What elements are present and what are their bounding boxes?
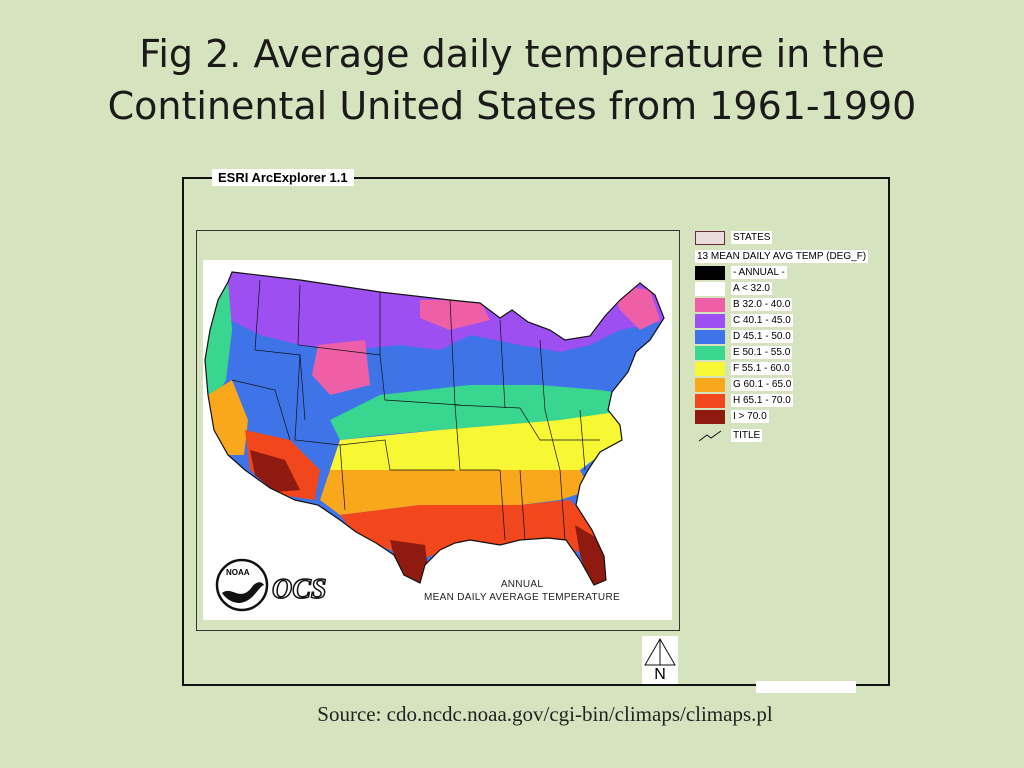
legend-row-states[interactable]: STATES bbox=[695, 230, 895, 245]
legend-swatch bbox=[695, 330, 725, 344]
legend-class-label: I > 70.0 bbox=[731, 410, 769, 423]
legend-row-class: C 40.1 - 45.0 bbox=[695, 313, 895, 328]
legend-class-label: B 32.0 - 40.0 bbox=[731, 298, 793, 311]
map-view-border bbox=[196, 230, 680, 631]
legend-row-annual: - ANNUAL - bbox=[695, 265, 895, 280]
temperature-bands bbox=[205, 272, 664, 585]
scale-bar bbox=[756, 681, 856, 693]
noaa-logo bbox=[215, 558, 269, 612]
title-line-icon bbox=[698, 430, 722, 442]
legend-class-label: C 40.1 - 45.0 bbox=[731, 314, 793, 327]
frame-label: ESRI ArcExplorer 1.1 bbox=[212, 169, 354, 186]
ocs-logo: OCS bbox=[271, 573, 327, 606]
map-caption-line1: ANNUAL bbox=[500, 579, 544, 590]
north-label: N bbox=[654, 666, 666, 683]
legend-class-label: A < 32.0 bbox=[731, 282, 772, 295]
legend-label-annual: - ANNUAL - bbox=[731, 266, 787, 279]
legend-class-label: D 45.1 - 50.0 bbox=[731, 330, 793, 343]
state-boundaries bbox=[231, 279, 600, 541]
legend-swatch bbox=[695, 282, 725, 296]
band-i-arizona bbox=[250, 450, 300, 492]
legend-label-title: TITLE bbox=[731, 429, 763, 442]
north-arrow-icon bbox=[644, 637, 676, 666]
band-b-north-plains bbox=[420, 300, 490, 330]
map-caption: ANNUAL MEAN DAILY AVERAGE TEMPERATURE bbox=[412, 578, 632, 604]
legend-row-title: TITLE bbox=[695, 428, 895, 443]
source-citation: Source: cdo.ncdc.noaa.gov/cgi-bin/climap… bbox=[317, 702, 773, 726]
map-caption-line2: MEAN DAILY AVERAGE TEMPERATURE bbox=[424, 592, 620, 603]
band-f bbox=[330, 410, 630, 475]
legend-swatch bbox=[695, 298, 725, 312]
north-arrow: N bbox=[642, 636, 678, 684]
legend-swatch bbox=[695, 362, 725, 376]
legend-row-class: H 65.1 - 70.0 bbox=[695, 393, 895, 408]
band-i-texas bbox=[390, 540, 430, 585]
legend-swatch bbox=[695, 394, 725, 408]
band-i-florida bbox=[575, 525, 610, 585]
noaa-logo-text: NOAA bbox=[226, 568, 250, 577]
legend-row-class: A < 32.0 bbox=[695, 281, 895, 296]
band-b-rockies bbox=[312, 340, 370, 395]
band-e bbox=[330, 385, 630, 440]
states-swatch bbox=[695, 231, 725, 245]
annual-swatch bbox=[695, 266, 725, 280]
arcexplorer-frame bbox=[182, 177, 890, 686]
us-outline bbox=[204, 271, 665, 586]
legend-class-label: F 55.1 - 60.0 bbox=[731, 362, 792, 375]
legend-class-label: H 65.1 - 70.0 bbox=[731, 394, 793, 407]
legend-class-label: E 50.1 - 55.0 bbox=[731, 346, 793, 359]
legend-swatch bbox=[695, 378, 725, 392]
legend-swatch bbox=[695, 314, 725, 328]
legend-class-label: G 60.1 - 65.0 bbox=[731, 378, 794, 391]
legend-row-class: G 60.1 - 65.0 bbox=[695, 377, 895, 392]
legend-row-class: F 55.1 - 60.0 bbox=[695, 361, 895, 376]
legend-layer-title[interactable]: 13 MEAN DAILY AVG TEMP (DEG_F) bbox=[695, 250, 869, 263]
slide-title: Fig 2. Average daily temperature in the … bbox=[107, 32, 917, 128]
legend-row-class: I > 70.0 bbox=[695, 409, 895, 424]
legend-label-states: STATES bbox=[731, 231, 773, 244]
legend-row-class: B 32.0 - 40.0 bbox=[695, 297, 895, 312]
legend-row-class: D 45.1 - 50.0 bbox=[695, 329, 895, 344]
legend-swatch bbox=[695, 346, 725, 360]
legend-row-class: E 50.1 - 55.0 bbox=[695, 345, 895, 360]
legend-swatch bbox=[695, 410, 725, 424]
